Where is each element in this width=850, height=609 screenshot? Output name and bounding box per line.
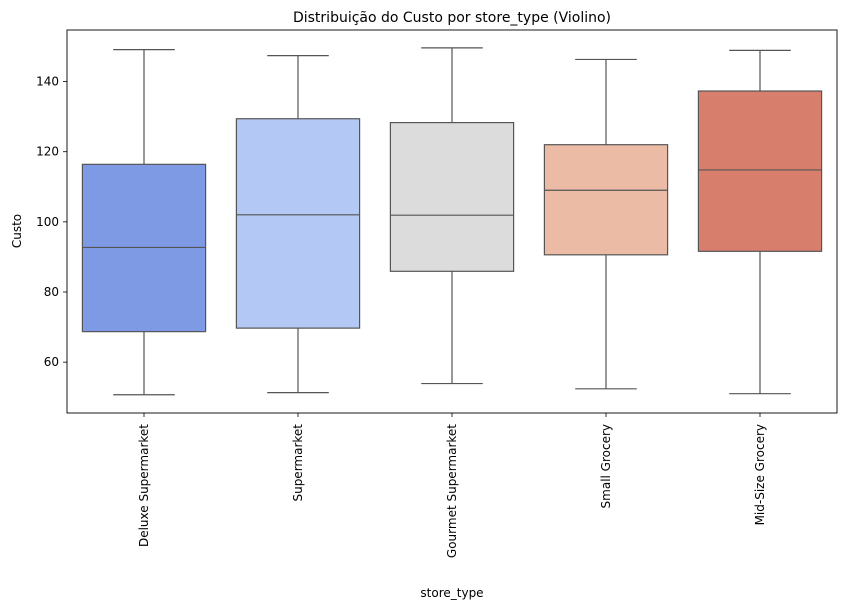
box-iqr [389,121,515,272]
x-tick-label: Deluxe Supermarket [137,424,151,547]
x-axis-label: store_type [420,586,483,600]
y-tick-label: 100 [36,215,59,229]
box-gourmet-supermarket [389,47,515,385]
box-iqr [235,118,361,329]
y-tick-label: 140 [36,75,59,89]
plot-frame [66,29,838,414]
x-tick-label: Mid-Size Grocery [753,424,767,525]
y-tick-label: 120 [36,145,59,159]
y-axis-label: Custo [10,214,24,248]
box-mid-size-grocery [697,49,823,395]
x-tick-label: Gourmet Supermarket [445,424,459,558]
x-axis-ticks: Deluxe Supermarket Supermarket Gourmet Sup… [137,413,767,558]
x-tick-label: Supermarket [291,424,305,502]
chart-title: Distribuição do Custo por store_type (Vi… [293,10,611,26]
box-small-grocery [543,58,669,390]
box-deluxe-supermarket [81,49,207,396]
box-iqr [697,90,823,252]
y-tick-label: 80 [44,285,59,299]
box-supermarket [235,55,361,394]
y-tick-label: 60 [44,355,59,369]
x-tick-label: Small Grocery [599,424,613,508]
y-axis-ticks: 60 80 100 120 140 [36,75,67,369]
box-iqr [543,144,669,256]
box-series [81,47,823,396]
